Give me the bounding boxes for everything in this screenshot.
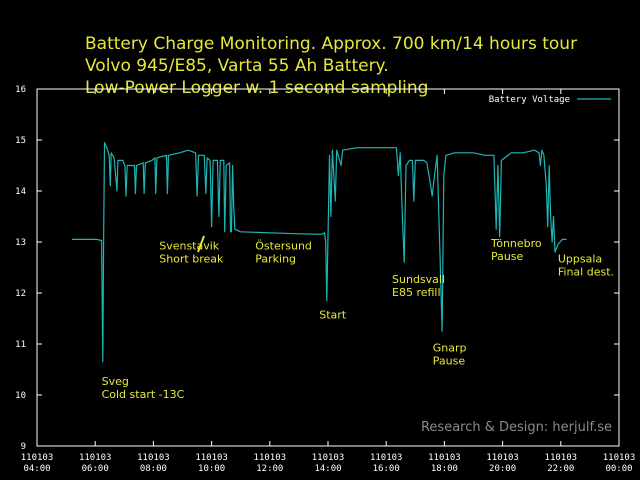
x-tick-date: 110103 bbox=[603, 453, 636, 463]
credit-text: Research & Design: herjulf.se bbox=[421, 420, 612, 435]
annotation-line: Final dest. bbox=[558, 265, 614, 278]
x-tick-time: 14:00 bbox=[314, 464, 341, 474]
x-tick-date: 110103 bbox=[21, 453, 54, 463]
x-tick-time: 22:00 bbox=[547, 464, 574, 474]
annotation-line: Östersund bbox=[255, 240, 312, 253]
y-tick-label: 14 bbox=[15, 187, 26, 197]
annotation-line: Cold start -13C bbox=[102, 388, 185, 401]
annotation-8: Uppsala Final dest. bbox=[558, 252, 614, 278]
y-tick-label: 11 bbox=[15, 340, 26, 350]
legend-label: Battery Voltage bbox=[489, 95, 570, 105]
x-tick-time: 08:00 bbox=[140, 464, 167, 474]
x-tick-date: 110103 bbox=[312, 453, 345, 463]
x-tick-time: 00:00 bbox=[605, 464, 632, 474]
x-tick-time: 18:00 bbox=[431, 464, 458, 474]
annotation-6: Gnarp Pause bbox=[433, 342, 467, 368]
legend: Battery Voltage bbox=[489, 95, 611, 105]
annotation-1: Sveg Cold start -13C bbox=[102, 375, 185, 401]
annotation-line: Svenstavik bbox=[159, 240, 220, 253]
x-tick-date: 110103 bbox=[545, 453, 578, 463]
annotation-line: Pause bbox=[433, 355, 466, 368]
x-tick-time: 20:00 bbox=[489, 464, 516, 474]
y-tick-label: 9 bbox=[21, 442, 26, 452]
y-tick-label: 16 bbox=[15, 85, 26, 95]
title-line-2: Volvo 945/E85, Varta 55 Ah Battery. bbox=[85, 56, 389, 76]
x-tick-time: 10:00 bbox=[198, 464, 225, 474]
series-line-battery-voltage bbox=[71, 142, 567, 363]
y-tick-label: 15 bbox=[15, 136, 26, 146]
annotation-line: Parking bbox=[255, 253, 296, 266]
annotation-line: Pause bbox=[491, 250, 524, 263]
y-tick-label: 10 bbox=[15, 391, 26, 401]
x-tick-date: 110103 bbox=[254, 453, 287, 463]
title-line-3: Low-Power Logger w. 1 second sampling bbox=[85, 78, 428, 98]
x-tick-date: 110103 bbox=[195, 453, 228, 463]
annotation-4: Start bbox=[319, 309, 347, 322]
x-tick-date: 110103 bbox=[137, 453, 170, 463]
y-axis-ticks: 9 10 11 12 13 14 15 16 bbox=[15, 85, 619, 452]
chart-title: Battery Charge Monitoring. Approx. 700 k… bbox=[85, 34, 577, 98]
x-tick-date: 110103 bbox=[486, 453, 519, 463]
annotation-line: E85 refill bbox=[392, 286, 441, 299]
annotation-7: Tönnebro Pause bbox=[490, 237, 542, 263]
y-tick-label: 12 bbox=[15, 289, 26, 299]
annotation-line: Short break bbox=[159, 253, 224, 266]
title-line-1: Battery Charge Monitoring. Approx. 700 k… bbox=[85, 34, 577, 54]
annotations: Sveg Cold start -13C Svenstavik Short break… bbox=[102, 237, 614, 401]
x-tick-time: 12:00 bbox=[256, 464, 283, 474]
x-tick-time: 04:00 bbox=[23, 464, 50, 474]
y-tick-label: 13 bbox=[15, 238, 26, 248]
annotation-line: Sveg bbox=[102, 375, 129, 388]
annotation-line: Sundsvall bbox=[392, 273, 445, 286]
x-tick-date: 110103 bbox=[370, 453, 403, 463]
annotation-line: Tönnebro bbox=[490, 237, 542, 250]
annotation-2: Svenstavik Short break bbox=[159, 240, 224, 266]
annotation-line: Uppsala bbox=[558, 252, 602, 265]
x-tick-time: 06:00 bbox=[82, 464, 109, 474]
x-tick-date: 110103 bbox=[428, 453, 461, 463]
series-group bbox=[71, 142, 567, 363]
x-axis-ticks: 11010304:0011010306:0011010308:001101031… bbox=[21, 89, 636, 474]
annotation-3: Östersund Parking bbox=[255, 240, 312, 266]
annotation-line: Start bbox=[319, 309, 347, 322]
x-tick-date: 110103 bbox=[79, 453, 112, 463]
marker-scribble bbox=[197, 235, 205, 253]
annotation-line: Gnarp bbox=[433, 342, 467, 355]
annotation-5: Sundsvall E85 refill bbox=[392, 273, 445, 299]
x-tick-time: 16:00 bbox=[373, 464, 400, 474]
